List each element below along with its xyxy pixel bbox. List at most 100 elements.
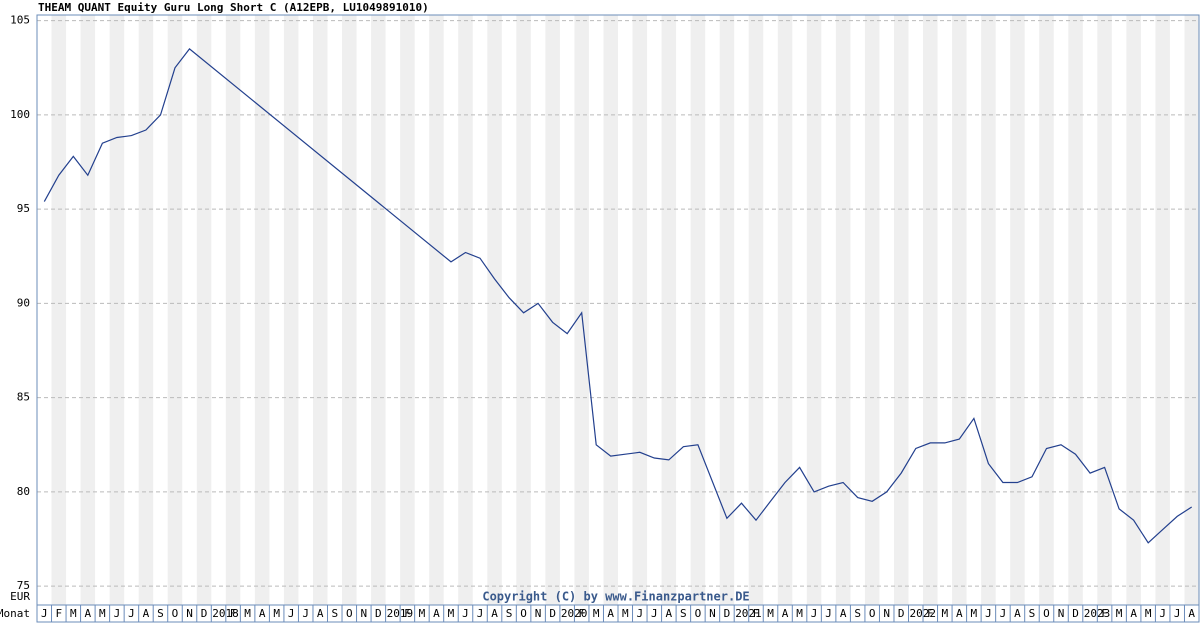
x-tick-label: J (1000, 607, 1007, 620)
x-tick-label: M (796, 607, 803, 620)
x-tick-label: A (491, 607, 498, 620)
x-tick-label: N (361, 607, 368, 620)
x-tick-label: M (767, 607, 774, 620)
price-line (43, 48, 1193, 544)
y-tick-label: 85 (17, 391, 30, 404)
x-tick-label: M (273, 607, 280, 620)
x-tick-label: O (346, 607, 353, 620)
x-tick-label: O (869, 607, 876, 620)
month-stripe (1068, 15, 1083, 605)
x-tick-label: N (186, 607, 193, 620)
x-tick-label: M (1116, 607, 1123, 620)
month-stripe (196, 15, 212, 605)
x-tick-label: S (331, 607, 338, 620)
month-stripe (283, 15, 299, 605)
month-stripe (690, 15, 706, 605)
x-tick-label: J (302, 607, 309, 620)
month-stripe (400, 15, 415, 605)
month-stripe (719, 15, 735, 605)
y-tick-label: 80 (17, 485, 30, 498)
x-tick-label: S (506, 607, 513, 620)
x-tick-label: M (244, 607, 251, 620)
x-tick-label: O (520, 607, 527, 620)
y-tick-label: 90 (17, 296, 30, 309)
x-tick-label: J (288, 607, 295, 620)
x-tick-label: M (971, 607, 978, 620)
x-tick-label: O (1043, 607, 1050, 620)
month-stripe (835, 15, 851, 605)
month-stripe (429, 15, 444, 605)
x-tick-label: J (114, 607, 121, 620)
x-tick-label: N (883, 607, 890, 620)
x-tick-label: S (157, 607, 164, 620)
x-tick-label: D (201, 607, 208, 620)
x-tick-label: M (622, 607, 629, 620)
x-tick-label: O (172, 607, 179, 620)
x-tick-label: A (607, 607, 614, 620)
month-stripe (777, 15, 793, 605)
x-tick-label: J (462, 607, 469, 620)
month-stripe (864, 15, 880, 605)
month-stripe (371, 15, 386, 605)
x-tick-label: J (477, 607, 484, 620)
x-tick-label: F (55, 607, 62, 620)
x-tick-label: J (825, 607, 832, 620)
month-stripe (806, 15, 822, 605)
x-tick-label: S (854, 607, 861, 620)
x-tick-label: J (1159, 607, 1166, 620)
x-tick-label: M (99, 607, 106, 620)
x-tick-label: M (942, 607, 949, 620)
x-tick-label: A (1130, 607, 1137, 620)
x-tick-label: D (898, 607, 905, 620)
x-tick-label: A (956, 607, 963, 620)
x-tick-label: S (680, 607, 687, 620)
x-axis-label: Monat (0, 607, 30, 620)
chart-title: THEAM QUANT Equity Guru Long Short C (A1… (38, 1, 429, 14)
x-tick-label: F (578, 607, 585, 620)
month-stripe (80, 15, 96, 605)
month-stripe (981, 15, 996, 605)
x-tick-label: A (143, 607, 150, 620)
month-stripe (1039, 15, 1054, 605)
x-tick-label: M (70, 607, 77, 620)
x-tick-label: A (666, 607, 673, 620)
x-tick-label: A (782, 607, 789, 620)
month-stripe (748, 15, 764, 605)
x-tick-label: J (985, 607, 992, 620)
month-stripe (923, 15, 938, 605)
x-tick-label: F (404, 607, 411, 620)
month-stripe (1126, 15, 1141, 605)
x-tick-label: O (695, 607, 702, 620)
month-stripe (1184, 15, 1199, 605)
x-tick-label: F (753, 607, 760, 620)
x-tick-label: M (1145, 607, 1152, 620)
y-tick-label: 75 (17, 579, 30, 592)
month-stripe (893, 15, 909, 605)
month-stripe (952, 15, 967, 605)
x-tick-label: D (375, 607, 382, 620)
x-tick-label: A (1014, 607, 1021, 620)
x-tick-label: D (724, 607, 731, 620)
x-tick-label: N (1058, 607, 1065, 620)
month-stripe (138, 15, 154, 605)
month-stripe (342, 15, 357, 605)
month-stripe (1155, 15, 1170, 605)
month-stripe (661, 15, 677, 605)
month-stripe (1097, 15, 1112, 605)
copyright: Copyright (C) by www.Finanzpartner.DE (482, 590, 749, 604)
x-tick-label: M (448, 607, 455, 620)
x-tick-label: J (651, 607, 658, 620)
x-tick-label: S (1029, 607, 1036, 620)
month-stripe (603, 15, 618, 605)
month-stripe (312, 15, 328, 605)
x-tick-label: F (230, 607, 237, 620)
y-tick-label: 100 (10, 108, 30, 121)
x-tick-label: N (709, 607, 716, 620)
x-tick-label: D (1072, 607, 1079, 620)
x-tick-label: J (1174, 607, 1181, 620)
x-tick-label: J (128, 607, 135, 620)
month-stripe (487, 15, 502, 605)
x-tick-label: J (41, 607, 48, 620)
x-tick-label: A (433, 607, 440, 620)
month-stripe (1010, 15, 1025, 605)
